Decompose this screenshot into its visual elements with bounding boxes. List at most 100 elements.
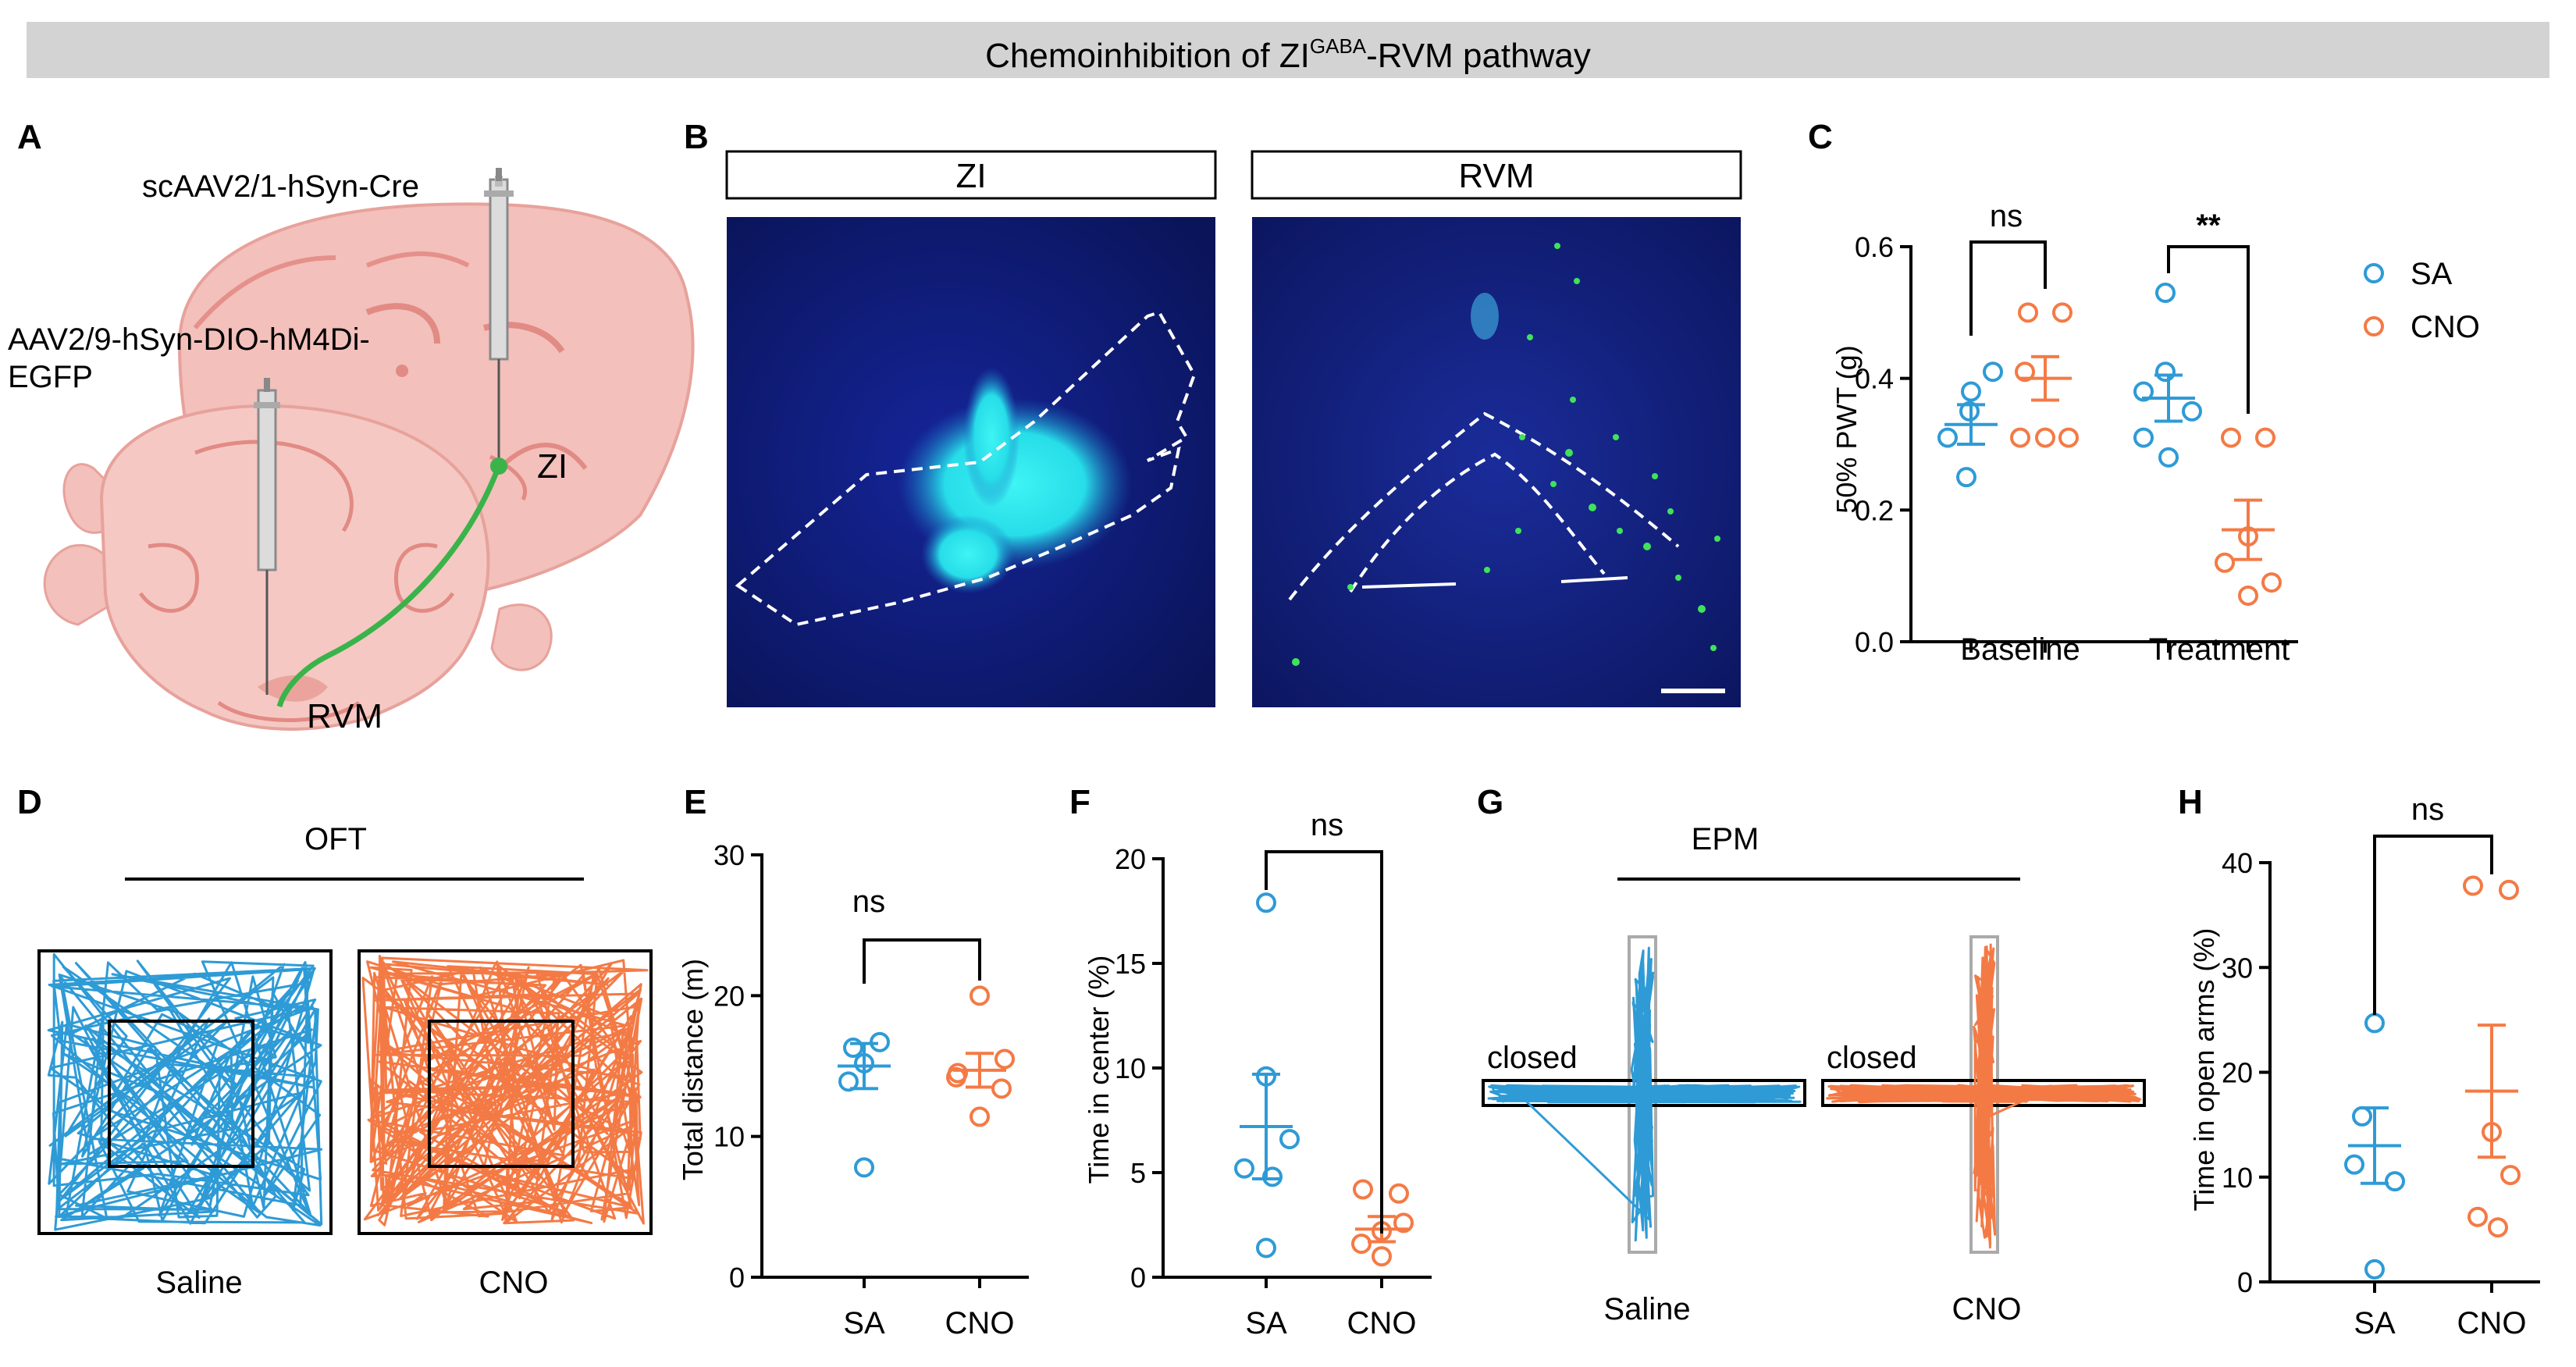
panel-label-c: C xyxy=(1808,118,1833,156)
data-point xyxy=(2155,361,2176,383)
oft-track-cno xyxy=(361,955,649,1226)
h-xlabel-cno: CNO xyxy=(2457,1306,2527,1340)
y-tick-label: 10 xyxy=(713,1121,745,1153)
title-banner xyxy=(27,22,2549,78)
data-point xyxy=(1393,1212,1414,1234)
epm-closed-label-cno: closed xyxy=(1827,1041,1917,1075)
f-xlabel-cno: CNO xyxy=(1347,1306,1417,1340)
legend-sa-marker xyxy=(2364,263,2384,283)
data-point xyxy=(2499,879,2519,900)
data-point xyxy=(2052,302,2073,323)
epm-closed-label-saline: closed xyxy=(1487,1041,1578,1075)
rvm-label-box xyxy=(1251,150,1742,200)
data-point xyxy=(1961,381,1981,402)
virus1-label: scAAV2/1-hSyn-Cre xyxy=(142,169,419,204)
y-tick-label: 0 xyxy=(1130,1262,1146,1294)
data-point xyxy=(2035,427,2055,448)
y-tick-label: 20 xyxy=(1115,843,1146,875)
y-tick-label: 0.4 xyxy=(1855,363,1894,395)
virus2-label-line2: EGFP xyxy=(8,360,93,394)
panel-a-schematic: scAAV2/1-hSyn-Cre AAV2/9-hSyn-DIO-hM4Di-… xyxy=(8,168,695,735)
chart-f: Time in center (%) ns SA CNO 0 5 10 15 20 xyxy=(1083,808,1432,1340)
y-tick-label: 15 xyxy=(1115,948,1146,980)
data-point xyxy=(991,1078,1012,1099)
panel-label-h: H xyxy=(2178,783,2203,821)
panel-label-b: B xyxy=(684,118,709,156)
movement-path xyxy=(361,955,649,1226)
oft-track-saline xyxy=(47,952,323,1231)
data-point xyxy=(994,1048,1015,1070)
data-point xyxy=(2010,427,2030,448)
oft-label-saline: Saline xyxy=(155,1266,242,1300)
data-point xyxy=(2467,1206,2488,1227)
epm-label-cno: CNO xyxy=(1952,1292,2022,1326)
y-tick-label: 20 xyxy=(713,980,745,1012)
significance-bracket xyxy=(1969,240,2047,336)
y-tick-label: 0.6 xyxy=(1855,231,1894,263)
e-xlabel-sa: SA xyxy=(843,1306,885,1340)
y-tick-label: 0 xyxy=(2237,1266,2253,1298)
epm-track-saline xyxy=(1487,946,1802,1242)
y-tick-label: 20 xyxy=(2222,1057,2253,1089)
data-point xyxy=(2463,875,2483,896)
y-tick-label: 0.2 xyxy=(1855,494,1894,526)
data-point xyxy=(843,1038,863,1059)
data-point xyxy=(2488,1217,2508,1238)
figure-title: Chemoinhibition of ZIGABA-RVM pathway xyxy=(985,34,1591,75)
c-xlabel-treatment: Treatment xyxy=(2149,632,2290,667)
y-tick-label: 10 xyxy=(2222,1162,2253,1194)
e-xlabel-cno: CNO xyxy=(945,1306,1015,1340)
y-tick-label: 30 xyxy=(713,839,745,871)
data-point xyxy=(970,985,990,1006)
y-tick-label: 5 xyxy=(1130,1157,1146,1189)
data-point xyxy=(2015,361,2035,383)
chart-e: Total distance (m) ns SA CNO 0 10 20 30 xyxy=(677,839,1029,1340)
data-point xyxy=(1234,1158,1254,1179)
rvm-label: RVM xyxy=(307,697,382,735)
panel-d-oft: OFT Saline CNO xyxy=(37,822,653,1300)
data-point xyxy=(2364,1013,2385,1034)
data-point xyxy=(2133,427,2154,448)
panel-label-a: A xyxy=(17,118,42,156)
data-point xyxy=(2221,427,2241,448)
legend-cno-marker xyxy=(2364,316,2384,336)
c-xlabel-baseline: Baseline xyxy=(1960,632,2080,667)
data-point xyxy=(2215,552,2235,573)
h-xlabel-sa: SA xyxy=(2354,1306,2396,1340)
movement-path xyxy=(47,952,323,1231)
data-point xyxy=(838,1071,859,1092)
data-point xyxy=(2364,1258,2385,1280)
data-point xyxy=(970,1106,990,1127)
data-point xyxy=(2344,1154,2364,1175)
panel-label-f: F xyxy=(1069,783,1091,821)
rvm-micrograph xyxy=(1252,217,1741,707)
y-tick-label: 0 xyxy=(729,1262,745,1294)
significance-bracket xyxy=(2167,245,2250,414)
syringe-rvm xyxy=(257,389,277,571)
significance-bracket xyxy=(1265,850,1383,1234)
panel-label-d: D xyxy=(17,783,42,821)
c-ylabel: 50% PWT (g) xyxy=(1831,345,1863,513)
c-sig-treatment: ** xyxy=(2196,208,2221,243)
data-point xyxy=(1351,1234,1372,1255)
h-sig: ns xyxy=(2411,792,2444,827)
epm-path xyxy=(1487,946,1802,1242)
data-point xyxy=(1372,1246,1392,1267)
epm-track-cno xyxy=(1826,943,2142,1249)
legend-sa-label: SA xyxy=(2411,257,2453,291)
h-ylabel: Time in open arms (%) xyxy=(2188,928,2220,1212)
epm-path xyxy=(1826,943,2142,1249)
virus2-label-line1: AAV2/9-hSyn-DIO-hM4Di- xyxy=(8,322,370,357)
data-point xyxy=(1389,1183,1409,1204)
data-point xyxy=(2182,400,2202,422)
rvm-outline-inner xyxy=(1349,452,1606,593)
y-tick-label: 30 xyxy=(2222,952,2253,984)
rvm-labeled-cells xyxy=(1292,243,1720,666)
oft-label-cno: CNO xyxy=(479,1266,549,1300)
panel-letters: A B C D E F G H xyxy=(17,118,2203,821)
f-xlabel-sa: SA xyxy=(1245,1306,1287,1340)
data-point xyxy=(2385,1171,2405,1192)
y-tick-label: 10 xyxy=(1115,1052,1146,1084)
projection-pathway xyxy=(276,465,502,708)
